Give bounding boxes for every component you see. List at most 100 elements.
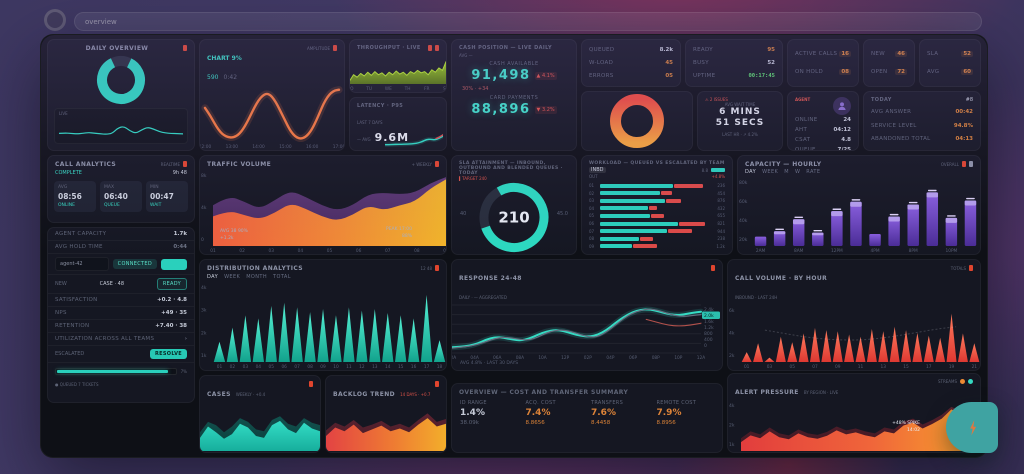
svg-text:09: 09 <box>835 364 841 370</box>
alert-sub: BY REGION · LIVE <box>803 390 839 395</box>
filter-chip[interactable]: M <box>784 169 789 175</box>
svg-text:FR: FR <box>424 86 429 92</box>
hbar-row: 03 876 <box>589 198 725 204</box>
progress-bar <box>55 368 177 375</box>
avatar <box>833 97 851 115</box>
svg-text:10PM: 10PM <box>945 248 957 254</box>
agent-search-field[interactable]: agent-42 <box>55 257 109 271</box>
filter-chip[interactable]: WEEK <box>224 274 241 280</box>
svg-text:03: 03 <box>767 364 773 370</box>
svg-text:1k: 1k <box>729 442 735 448</box>
battery-icon <box>333 45 337 51</box>
status-icon <box>428 45 432 51</box>
kpi-value-2: 88,896 <box>471 102 531 117</box>
kpi-label-2: CARD PAYMENTS <box>489 95 539 101</box>
filter-chip[interactable]: MONTH <box>246 274 268 280</box>
svg-text:13: 13 <box>372 364 378 370</box>
panel-wave-chart: CHART 9% 590 0:42 AMPLITUDE 12:00 13:00 14… <box>199 39 345 151</box>
svg-text:09: 09 <box>443 248 446 254</box>
svg-text:11: 11 <box>858 364 864 370</box>
table-column: ACQ. COST 7.4% 8.8656 <box>525 400 556 426</box>
stat-boxes: AVG 08:56 ONLINE MAX 06:40 QUEUE MIN 00:47 WAIT <box>48 179 194 218</box>
kpi-mid-note: 30% · +34 <box>462 86 489 92</box>
wait-value-line-2: 51 SECS <box>715 118 765 129</box>
hbar-row: 02 454 <box>589 190 725 196</box>
stat-row: W-LOAD 45 <box>589 60 673 66</box>
legend-inbound: INBD <box>589 167 606 173</box>
panel-stats-calls: ACTIVE CALLS 16 ON HOLD 08 <box>787 39 859 87</box>
svg-text:0: 0 <box>201 237 204 243</box>
panel-response-trend: RESPONSE 24-48 DAILY · — AGGREGATED 2.4k 2… <box>451 259 723 371</box>
panel-capacity-bars: CAPACITY — HOURLY OVERALL DAY WEEK M W RATE … <box>737 155 981 255</box>
alert-area-chart: 4k 2k 1k <box>728 400 980 452</box>
distribution-count: 12 48 <box>420 265 432 271</box>
svg-text:15: 15 <box>398 364 404 370</box>
ready-button[interactable]: READY <box>156 278 187 290</box>
lightning-icon <box>970 419 977 435</box>
panel-title: TRAFFIC VOLUME <box>207 161 272 168</box>
panel-distribution: DISTRIBUTION ANALYTICS 12 48 DAY WEEK MONT… <box>199 259 447 371</box>
overview-donut-chart <box>48 54 194 106</box>
mini-label: LIVE <box>59 111 68 116</box>
metric-trend-chart <box>382 127 446 147</box>
stat-row: AVG ANSWER 00:42 <box>871 108 973 115</box>
hbar-row: 05 655 <box>589 213 725 219</box>
hbar-row: 06 821 <box>589 221 725 227</box>
panel-latency-metric: LATENCY · P95 LAST 7 DAYS — AVG 9.6M <box>349 97 447 151</box>
hbar-row: 09 1.2k <box>589 243 725 249</box>
svg-text:60k: 60k <box>739 199 748 205</box>
svg-text:08A: 08A <box>516 355 524 361</box>
svg-text:21: 21 <box>972 364 978 370</box>
panel-title: LATENCY · P95 <box>357 103 404 109</box>
svg-text:04: 04 <box>298 248 304 254</box>
filter-chip[interactable]: RATE <box>806 169 821 175</box>
series-dot-teal <box>968 379 973 384</box>
stat-row: AVG 60 <box>927 68 973 75</box>
go-button[interactable] <box>161 258 187 270</box>
hbar-row: 07 944 <box>589 228 725 234</box>
filter-chip[interactable]: TOTAL <box>273 274 291 280</box>
filter-chip[interactable]: WEEK <box>762 169 779 175</box>
series-dot-orange <box>960 379 965 384</box>
distribution-tabs: DAY WEEK MONTH TOTAL <box>200 274 446 282</box>
svg-text:2k: 2k <box>201 330 207 336</box>
svg-text:16:00: 16:00 <box>306 144 319 150</box>
overview-sparkline <box>58 116 184 141</box>
panel-cases-area: CASES WEEKLY · +0.4 <box>199 375 321 453</box>
table-column: ID RANGE 1.4% 38.09k <box>460 400 487 426</box>
svg-text:40k: 40k <box>739 218 748 224</box>
resolve-button[interactable]: RESOLVE <box>150 349 187 359</box>
svg-text:13:00: 13:00 <box>226 144 239 150</box>
row-value: 0:44 <box>173 244 187 250</box>
floating-action-button[interactable] <box>946 402 998 453</box>
stat-row: BUSY 52 <box>693 60 775 66</box>
svg-text:07: 07 <box>812 364 818 370</box>
wave-header: CHART 9% 590 0:42 <box>207 45 242 83</box>
queue-footnote: ● QUEUED 7 TICKETS <box>55 382 99 387</box>
overall-label: OVERALL <box>940 161 959 167</box>
filter-chip[interactable]: W <box>794 169 801 175</box>
options-icon[interactable] <box>969 161 973 167</box>
mini-bar <box>711 168 725 172</box>
chevron-right-icon[interactable]: › <box>184 336 187 342</box>
row-label: AGENT CAPACITY <box>55 231 107 237</box>
connected-button[interactable]: CONNECTED <box>112 259 157 269</box>
hbar-row: 04 432 <box>589 205 725 211</box>
status-icon <box>435 265 439 271</box>
svg-text:800: 800 <box>704 331 713 337</box>
status-icon <box>183 45 187 51</box>
app-logo[interactable] <box>44 9 66 31</box>
svg-text:10: 10 <box>333 364 339 370</box>
wave-value-1: 590 <box>207 74 219 81</box>
search-input[interactable] <box>74 12 982 31</box>
stats-list: QUEUED 8.2k W-LOAD 45 ERRORS 05 <box>582 40 680 86</box>
svg-text:02: 02 <box>239 248 245 254</box>
svg-text:02P: 02P <box>584 355 592 361</box>
panel-title: THROUGHPUT · LIVE <box>357 45 421 51</box>
svg-text:WE: WE <box>385 86 392 92</box>
trend-footnote: AVG 4.8% · LAST 30 DAYS <box>460 361 519 366</box>
svg-text:1.2k: 1.2k <box>704 325 714 331</box>
filter-chip[interactable]: DAY <box>745 169 757 175</box>
filter-chip[interactable]: DAY <box>207 274 219 280</box>
